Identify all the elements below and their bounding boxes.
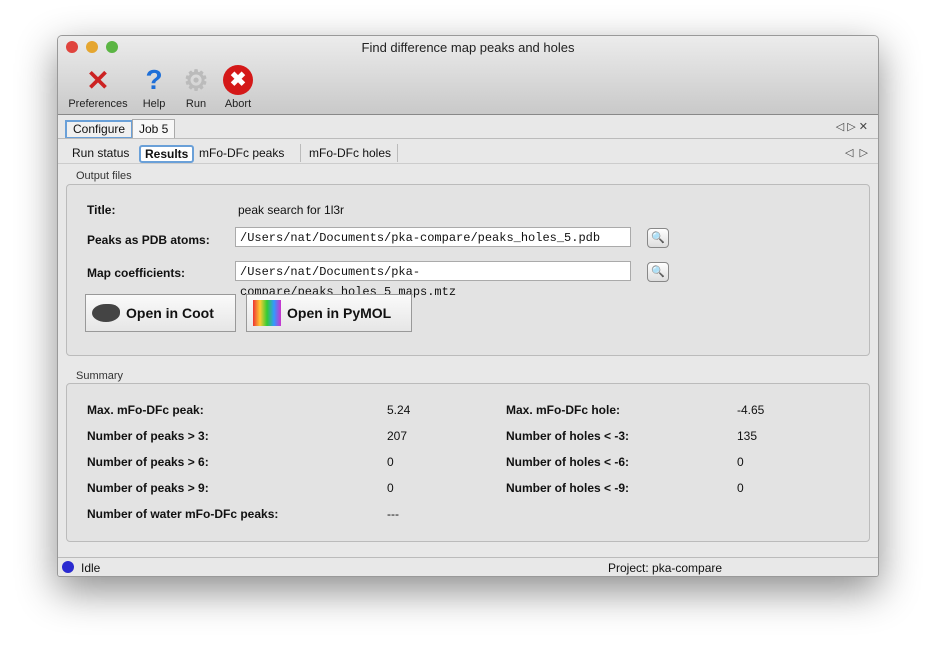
summary-key: Number of peaks > 6: xyxy=(87,455,209,469)
abort-button[interactable]: ✖ Abort xyxy=(220,64,256,110)
status-text: Idle xyxy=(81,561,101,575)
summary-value: 207 xyxy=(387,429,408,443)
summary-value: 0 xyxy=(387,481,394,495)
window-title: Find difference map peaks and holes xyxy=(361,40,575,55)
subtab-holes[interactable]: mFo-DFc holes xyxy=(300,144,399,162)
subtab-results[interactable]: Results xyxy=(139,145,195,163)
summary-value: 0 xyxy=(737,481,744,495)
summary-key: Number of peaks > 9: xyxy=(87,481,209,495)
status-bar: Idle Project: pka-compare xyxy=(58,557,878,576)
pymol-icon xyxy=(253,300,281,326)
tab-scroll-controls[interactable]: ◁ ▷ ✕ xyxy=(835,121,868,133)
browse-pdb-button[interactable]: 🔍 xyxy=(647,228,669,248)
preferences-icon: ✕ xyxy=(86,64,110,96)
summary-key: Max. mFo-DFc hole: xyxy=(506,403,621,417)
subtab-scroll-controls[interactable]: ◁ ▷ xyxy=(844,147,868,159)
subtab-peaks[interactable]: mFo-DFc peaks xyxy=(199,146,285,160)
summary-key: Number of holes < -3: xyxy=(506,429,630,443)
abort-icon: ✖ xyxy=(222,64,254,96)
coot-label: Open in Coot xyxy=(126,305,214,321)
help-icon: ? xyxy=(145,64,163,95)
summary-key: Max. mFo-DFc peak: xyxy=(87,403,204,417)
summary-key: Number of holes < -6: xyxy=(506,455,630,469)
summary-group xyxy=(66,383,870,542)
status-indicator-icon xyxy=(62,561,74,573)
summary-value: 0 xyxy=(737,455,744,469)
project-name: Project: pka-compare xyxy=(608,561,723,575)
run-button[interactable]: ⚙ Run xyxy=(180,64,212,111)
output-files-label: Output files xyxy=(76,170,132,182)
magnifier-icon: 🔍 xyxy=(651,232,665,244)
summary-key: Number of holes < -9: xyxy=(506,481,630,495)
pdb-label: Peaks as PDB atoms: xyxy=(87,233,210,247)
subtab-run-status[interactable]: Run status xyxy=(72,146,130,160)
open-in-pymol-button[interactable]: Open in PyMOL xyxy=(246,294,412,332)
pymol-label: Open in PyMOL xyxy=(287,305,392,321)
tab-job-5[interactable]: Job 5 xyxy=(132,119,176,138)
help-label: Help xyxy=(142,98,166,110)
title-label: Title: xyxy=(87,203,116,217)
help-button[interactable]: ? Help xyxy=(138,64,170,110)
abort-label: Abort xyxy=(224,98,252,110)
summary-key: Number of water mFo-DFc peaks: xyxy=(87,507,279,521)
preferences-button[interactable]: ✕ Preferences xyxy=(66,64,130,111)
map-path-field[interactable]: /Users/nat/Documents/pka-compare/peaks_h… xyxy=(235,261,631,299)
summary-value: 135 xyxy=(737,429,758,443)
summary-value: -4.65 xyxy=(737,403,765,417)
run-label: Run xyxy=(185,98,207,110)
coot-bird-icon xyxy=(92,304,120,322)
summary-key: Number of peaks > 3: xyxy=(87,429,209,443)
title-value: peak search for 1l3r xyxy=(238,203,345,217)
zoom-window-button[interactable] xyxy=(106,41,118,53)
tab-configure[interactable]: Configure xyxy=(65,120,134,139)
pdb-path-field[interactable]: /Users/nat/Documents/pka-compare/peaks_h… xyxy=(235,227,631,247)
preferences-label: Preferences xyxy=(68,98,128,110)
summary-value: --- xyxy=(387,507,399,521)
browse-map-button[interactable]: 🔍 xyxy=(647,262,669,282)
close-window-button[interactable] xyxy=(66,41,78,53)
map-label: Map coefficients: xyxy=(87,266,186,280)
summary-value: 0 xyxy=(387,455,394,469)
main-window: Find difference map peaks and holes ✕ Pre… xyxy=(57,35,879,577)
minimize-window-button[interactable] xyxy=(86,41,98,53)
run-gear-icon: ⚙ xyxy=(183,64,209,96)
open-in-coot-button[interactable]: Open in Coot xyxy=(85,294,236,332)
magnifier-icon: 🔍 xyxy=(651,266,665,278)
title-bar: Find difference map peaks and holes ✕ Pre… xyxy=(58,36,878,115)
summary-label: Summary xyxy=(76,370,124,382)
summary-value: 5.24 xyxy=(387,403,411,417)
